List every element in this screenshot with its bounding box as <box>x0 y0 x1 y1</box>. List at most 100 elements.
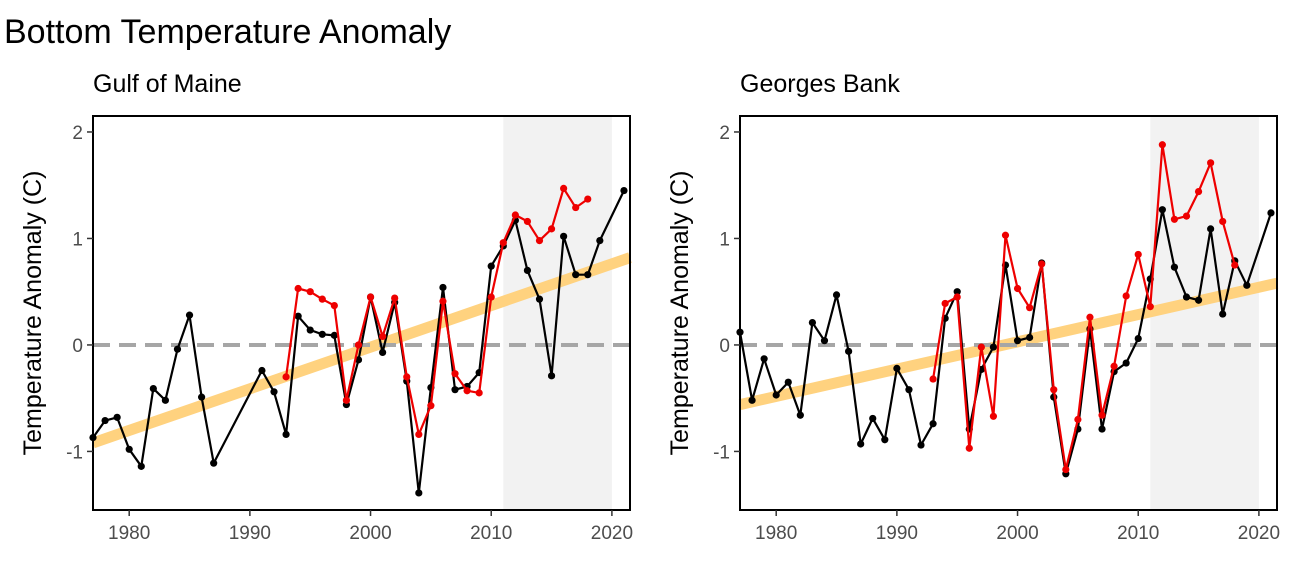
black-series-point <box>451 386 459 394</box>
black-series-point <box>905 386 913 394</box>
black-series-point <box>845 347 853 355</box>
red-series-point <box>965 444 973 452</box>
black-series-point <box>1098 425 1106 433</box>
x-tick-label: 2000 <box>996 523 1038 544</box>
black-series-point <box>415 489 423 497</box>
y-tick-label: 1 <box>719 229 730 250</box>
black-series-point <box>620 186 628 195</box>
red-series-point <box>391 294 399 302</box>
red-series-point <box>941 299 949 308</box>
red-series-point <box>547 225 556 233</box>
panel-border <box>739 115 1278 511</box>
red-series-point <box>572 203 580 212</box>
black-series-point <box>881 436 889 444</box>
black-series-point <box>1207 225 1215 233</box>
red-series-point <box>427 402 435 410</box>
panel-title: Gulf of Maine <box>93 70 242 98</box>
red-series-line <box>285 187 589 436</box>
red-series-point <box>511 211 519 219</box>
black-series-point <box>101 416 109 425</box>
plot-area: -1 0 1 2 1980 1990 2000 2010 2020 <box>66 115 633 544</box>
x-tick-label: 1990 <box>876 523 918 544</box>
y-tick-label: 2 <box>72 123 83 144</box>
black-series-point <box>572 271 580 279</box>
black-series-point <box>173 345 182 353</box>
red-series-point <box>306 288 314 296</box>
red-series-point <box>989 412 998 420</box>
red-series-point <box>1170 215 1179 223</box>
black-series-point <box>306 326 314 334</box>
black-series-point <box>210 459 218 467</box>
black-series-point <box>832 291 841 299</box>
black-series-point <box>258 366 266 375</box>
red-series-point <box>1219 217 1227 226</box>
red-series-point <box>1146 303 1154 311</box>
y-tick-label: -1 <box>66 442 83 463</box>
red-series-point <box>1110 362 1118 370</box>
black-series-point <box>1194 296 1203 304</box>
black-series-point <box>1013 337 1022 345</box>
red-series-point <box>953 293 961 301</box>
trend-line <box>91 252 632 449</box>
black-series-point <box>772 391 780 399</box>
black-series-point <box>784 378 792 386</box>
red-series-point <box>1038 260 1046 268</box>
black-series-point <box>748 396 756 404</box>
figure-title: Bottom Temperature Anomaly <box>4 13 451 51</box>
red-series-point <box>560 184 568 193</box>
red-series-point <box>1158 141 1166 149</box>
red-series-point <box>354 341 363 349</box>
black-series-point <box>857 440 865 448</box>
black-series-point <box>808 318 817 327</box>
red-series-point <box>342 396 351 404</box>
x-tick-label: 2020 <box>591 523 633 544</box>
panel-border <box>92 115 631 511</box>
black-series-point <box>294 312 302 320</box>
black-series-point <box>137 462 145 470</box>
black-series-point <box>917 441 925 449</box>
black-series-line <box>738 208 1273 475</box>
y-axis-label: Temperature Anomaly (C) <box>666 171 694 456</box>
black-series-point <box>270 388 278 396</box>
y-tick-label: 0 <box>719 336 730 357</box>
panel-gulf-of-maine: Gulf of Maine Temperature Anomaly (C) -1… <box>19 70 633 544</box>
red-series-point <box>1013 284 1022 293</box>
black-series-point <box>535 295 544 303</box>
red-series-point <box>487 293 495 301</box>
red-series-point <box>1098 411 1106 419</box>
red-series-point <box>282 373 290 381</box>
black-series-point <box>929 420 937 428</box>
red-series-point <box>451 370 459 378</box>
black-series-point <box>439 283 447 292</box>
black-series-point <box>1170 263 1179 271</box>
black-series-point <box>523 266 532 275</box>
y-axis-label: Temperature Anomaly (C) <box>19 171 47 456</box>
black-series-point <box>1122 359 1130 367</box>
black-series-point <box>149 385 157 393</box>
black-series-point <box>584 271 592 279</box>
black-series-point <box>185 311 194 319</box>
red-series-point <box>439 297 447 305</box>
black-series-point <box>379 348 387 356</box>
black-series-point <box>1134 334 1142 343</box>
red-series-point <box>1134 250 1142 259</box>
red-series-point <box>463 387 471 395</box>
red-series-point <box>977 343 985 351</box>
black-series-point <box>1182 293 1191 301</box>
black-series-point <box>893 364 901 372</box>
red-series-point <box>415 430 423 438</box>
black-series-point <box>820 337 829 345</box>
red-series-point <box>1062 465 1070 474</box>
red-series-point <box>499 239 507 247</box>
red-series-point <box>929 375 937 383</box>
black-series-point <box>796 411 804 419</box>
black-series-point <box>330 331 338 339</box>
black-series-point <box>1219 310 1227 318</box>
red-series-point <box>1122 292 1130 300</box>
plot-area: -1 0 1 2 1980 1990 2000 2010 2020 <box>713 115 1280 544</box>
black-series-point <box>198 393 206 401</box>
red-series-point <box>1231 261 1239 269</box>
red-series-point <box>584 195 592 203</box>
black-series-point <box>760 355 768 363</box>
black-series-point <box>161 396 170 404</box>
